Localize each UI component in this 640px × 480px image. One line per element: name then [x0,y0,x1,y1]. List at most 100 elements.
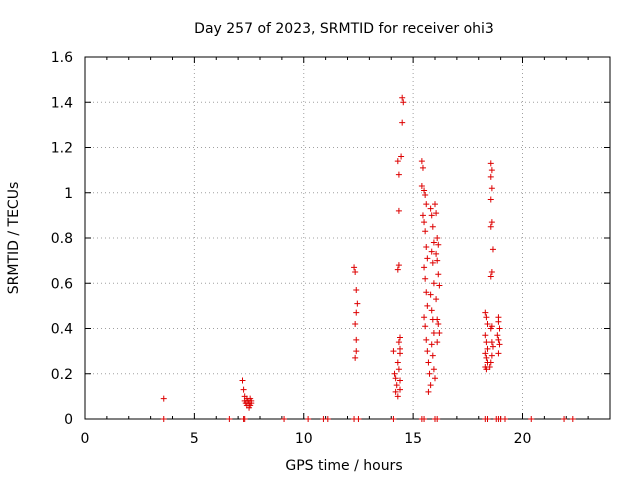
data-point [239,377,246,384]
data-point [390,416,397,422]
data-point [434,257,441,264]
data-point [421,264,428,271]
data-point [421,187,428,194]
data-point [241,416,248,422]
data-point [483,366,490,373]
data-point [569,416,576,422]
data-point [353,287,360,294]
data-point [353,309,360,316]
data-point [395,207,402,214]
data-point [421,219,428,226]
data-point [528,416,535,422]
data-point [482,350,489,357]
data-point [432,201,438,208]
data-points [160,94,576,422]
data-point [419,164,426,171]
y-axis-label: SRMTID / TECUs [6,182,22,295]
data-point [281,416,288,422]
data-point [434,416,441,422]
data-point [488,352,495,359]
data-point [427,382,434,389]
data-point [435,241,442,248]
data-point [353,336,360,343]
data-point [422,323,429,330]
data-point [436,282,443,289]
data-point [394,158,401,165]
data-point [429,352,436,359]
data-point [429,223,436,230]
data-point [484,320,491,327]
data-point [428,248,435,255]
data-point [487,325,494,332]
x-tick-label: 15 [404,431,422,447]
data-point [418,182,425,189]
data-point [394,359,401,366]
data-point [399,119,406,126]
data-point [426,370,433,377]
data-point [484,416,491,422]
data-point [418,158,425,165]
data-point [428,212,435,219]
data-point [424,255,431,262]
data-point [305,416,312,422]
data-point [489,246,496,253]
data-point [391,370,398,377]
data-point [395,171,402,178]
data-point [495,336,502,343]
data-point [400,99,407,106]
data-point [489,343,496,350]
data-point [487,173,494,180]
axis-ticks: 0 5 10 15 20 0 0.2 0.4 0.6 0.8 1 1.2 1.4 1.6 [51,50,611,447]
data-point [399,94,406,101]
plot-frame [84,56,611,420]
data-point [433,250,440,257]
data-point [434,316,441,323]
data-point [488,185,495,192]
y-tick-label: 1.6 [51,50,73,66]
data-point [428,341,435,348]
data-point [397,386,403,393]
data-point [488,268,495,275]
data-point [486,363,493,370]
data-point [434,339,441,346]
data-point [495,350,502,357]
x-tick-label: 0 [81,431,90,447]
data-point [424,348,431,355]
x-tick-label: 5 [190,431,199,447]
data-point [495,318,502,325]
data-point [390,348,397,355]
data-point [394,266,401,273]
data-point [160,395,167,402]
data-point [355,416,362,422]
y-tick-label: 0.2 [51,367,73,383]
data-point [324,416,331,422]
data-point [427,205,434,212]
data-point [395,339,402,346]
grid-lines [85,57,610,419]
data-point [248,397,255,404]
data-point [484,345,491,352]
data-point [502,416,508,422]
data-point [393,382,400,389]
x-tick-label: 10 [295,431,313,447]
data-point [435,271,442,278]
data-point [488,219,495,226]
data-point [353,348,360,355]
data-point [428,307,435,314]
data-point [397,350,403,357]
data-point [424,302,431,309]
data-point [397,377,403,384]
data-point [433,210,440,217]
data-point [482,332,489,339]
data-point [430,280,437,287]
data-point [435,320,442,327]
data-point [419,212,426,219]
data-point [430,330,437,337]
data-point [422,192,429,199]
data-point [483,314,490,321]
data-point [482,309,489,316]
data-point [430,239,437,246]
data-point [433,296,440,303]
data-point [392,375,399,382]
data-point [429,259,436,266]
